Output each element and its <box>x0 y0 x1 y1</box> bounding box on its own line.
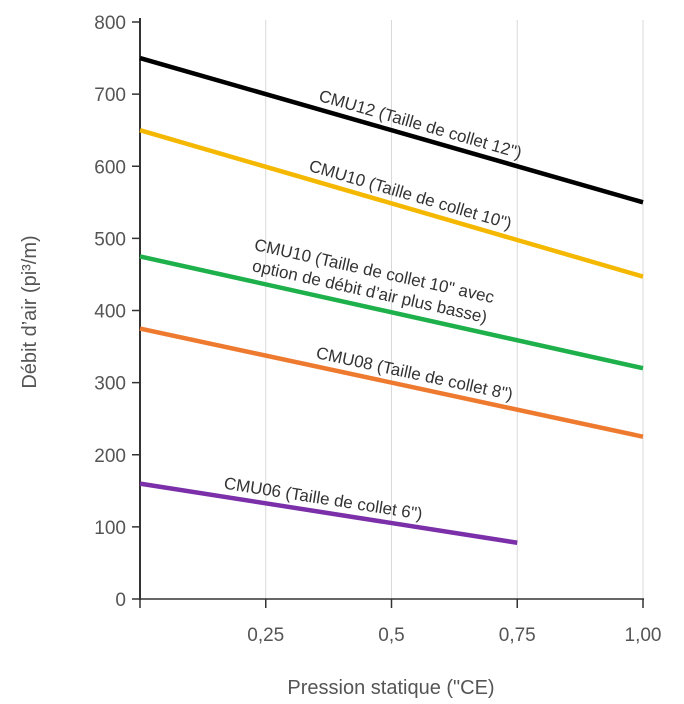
x-tick-label: 1,00 <box>625 625 662 646</box>
series-line <box>139 128 644 279</box>
axes <box>132 18 644 608</box>
series-line <box>139 481 518 545</box>
y-tick-label: 100 <box>94 518 126 539</box>
series-line <box>139 254 644 371</box>
x-tick-label: 0,75 <box>499 625 536 646</box>
series-label-line: CMU12 (Taille de collet 12") <box>317 86 524 162</box>
y-tick-label: 200 <box>94 446 126 467</box>
series-label: CMU12 (Taille de collet 12") <box>317 86 524 162</box>
y-tick-label: 700 <box>94 85 126 106</box>
series-lines <box>139 55 644 545</box>
series-label: CMU06 (Taille de collet 6") <box>223 474 424 524</box>
series-line <box>139 326 644 439</box>
series-labels: CMU12 (Taille de collet 12")CMU10 (Taill… <box>223 86 524 523</box>
series-line <box>139 55 644 205</box>
series-label: CMU10 (Taille de collet 10") <box>307 156 514 233</box>
y-tick-label: 800 <box>94 13 126 34</box>
series-label-line: CMU10 (Taille de collet 10") <box>307 156 514 233</box>
tick-labels: 0 100 200 300 400 500 600 700 800 0,25 0,5 0,75 1,00 <box>94 13 661 646</box>
x-tick-label: 0,5 <box>378 625 404 646</box>
y-tick-label: 300 <box>94 374 126 395</box>
y-tick-label: 400 <box>94 302 126 323</box>
y-tick-label: 500 <box>94 229 126 250</box>
y-axis-title: Débit d’air (pi³/m) <box>19 235 41 388</box>
x-axis-title: Pression statique ("CE) <box>287 677 494 699</box>
x-tick-label: 0,25 <box>247 625 284 646</box>
y-tick-label: 0 <box>115 590 126 611</box>
y-tick-label: 600 <box>94 157 126 178</box>
series-label-line: CMU06 (Taille de collet 6") <box>223 474 424 524</box>
